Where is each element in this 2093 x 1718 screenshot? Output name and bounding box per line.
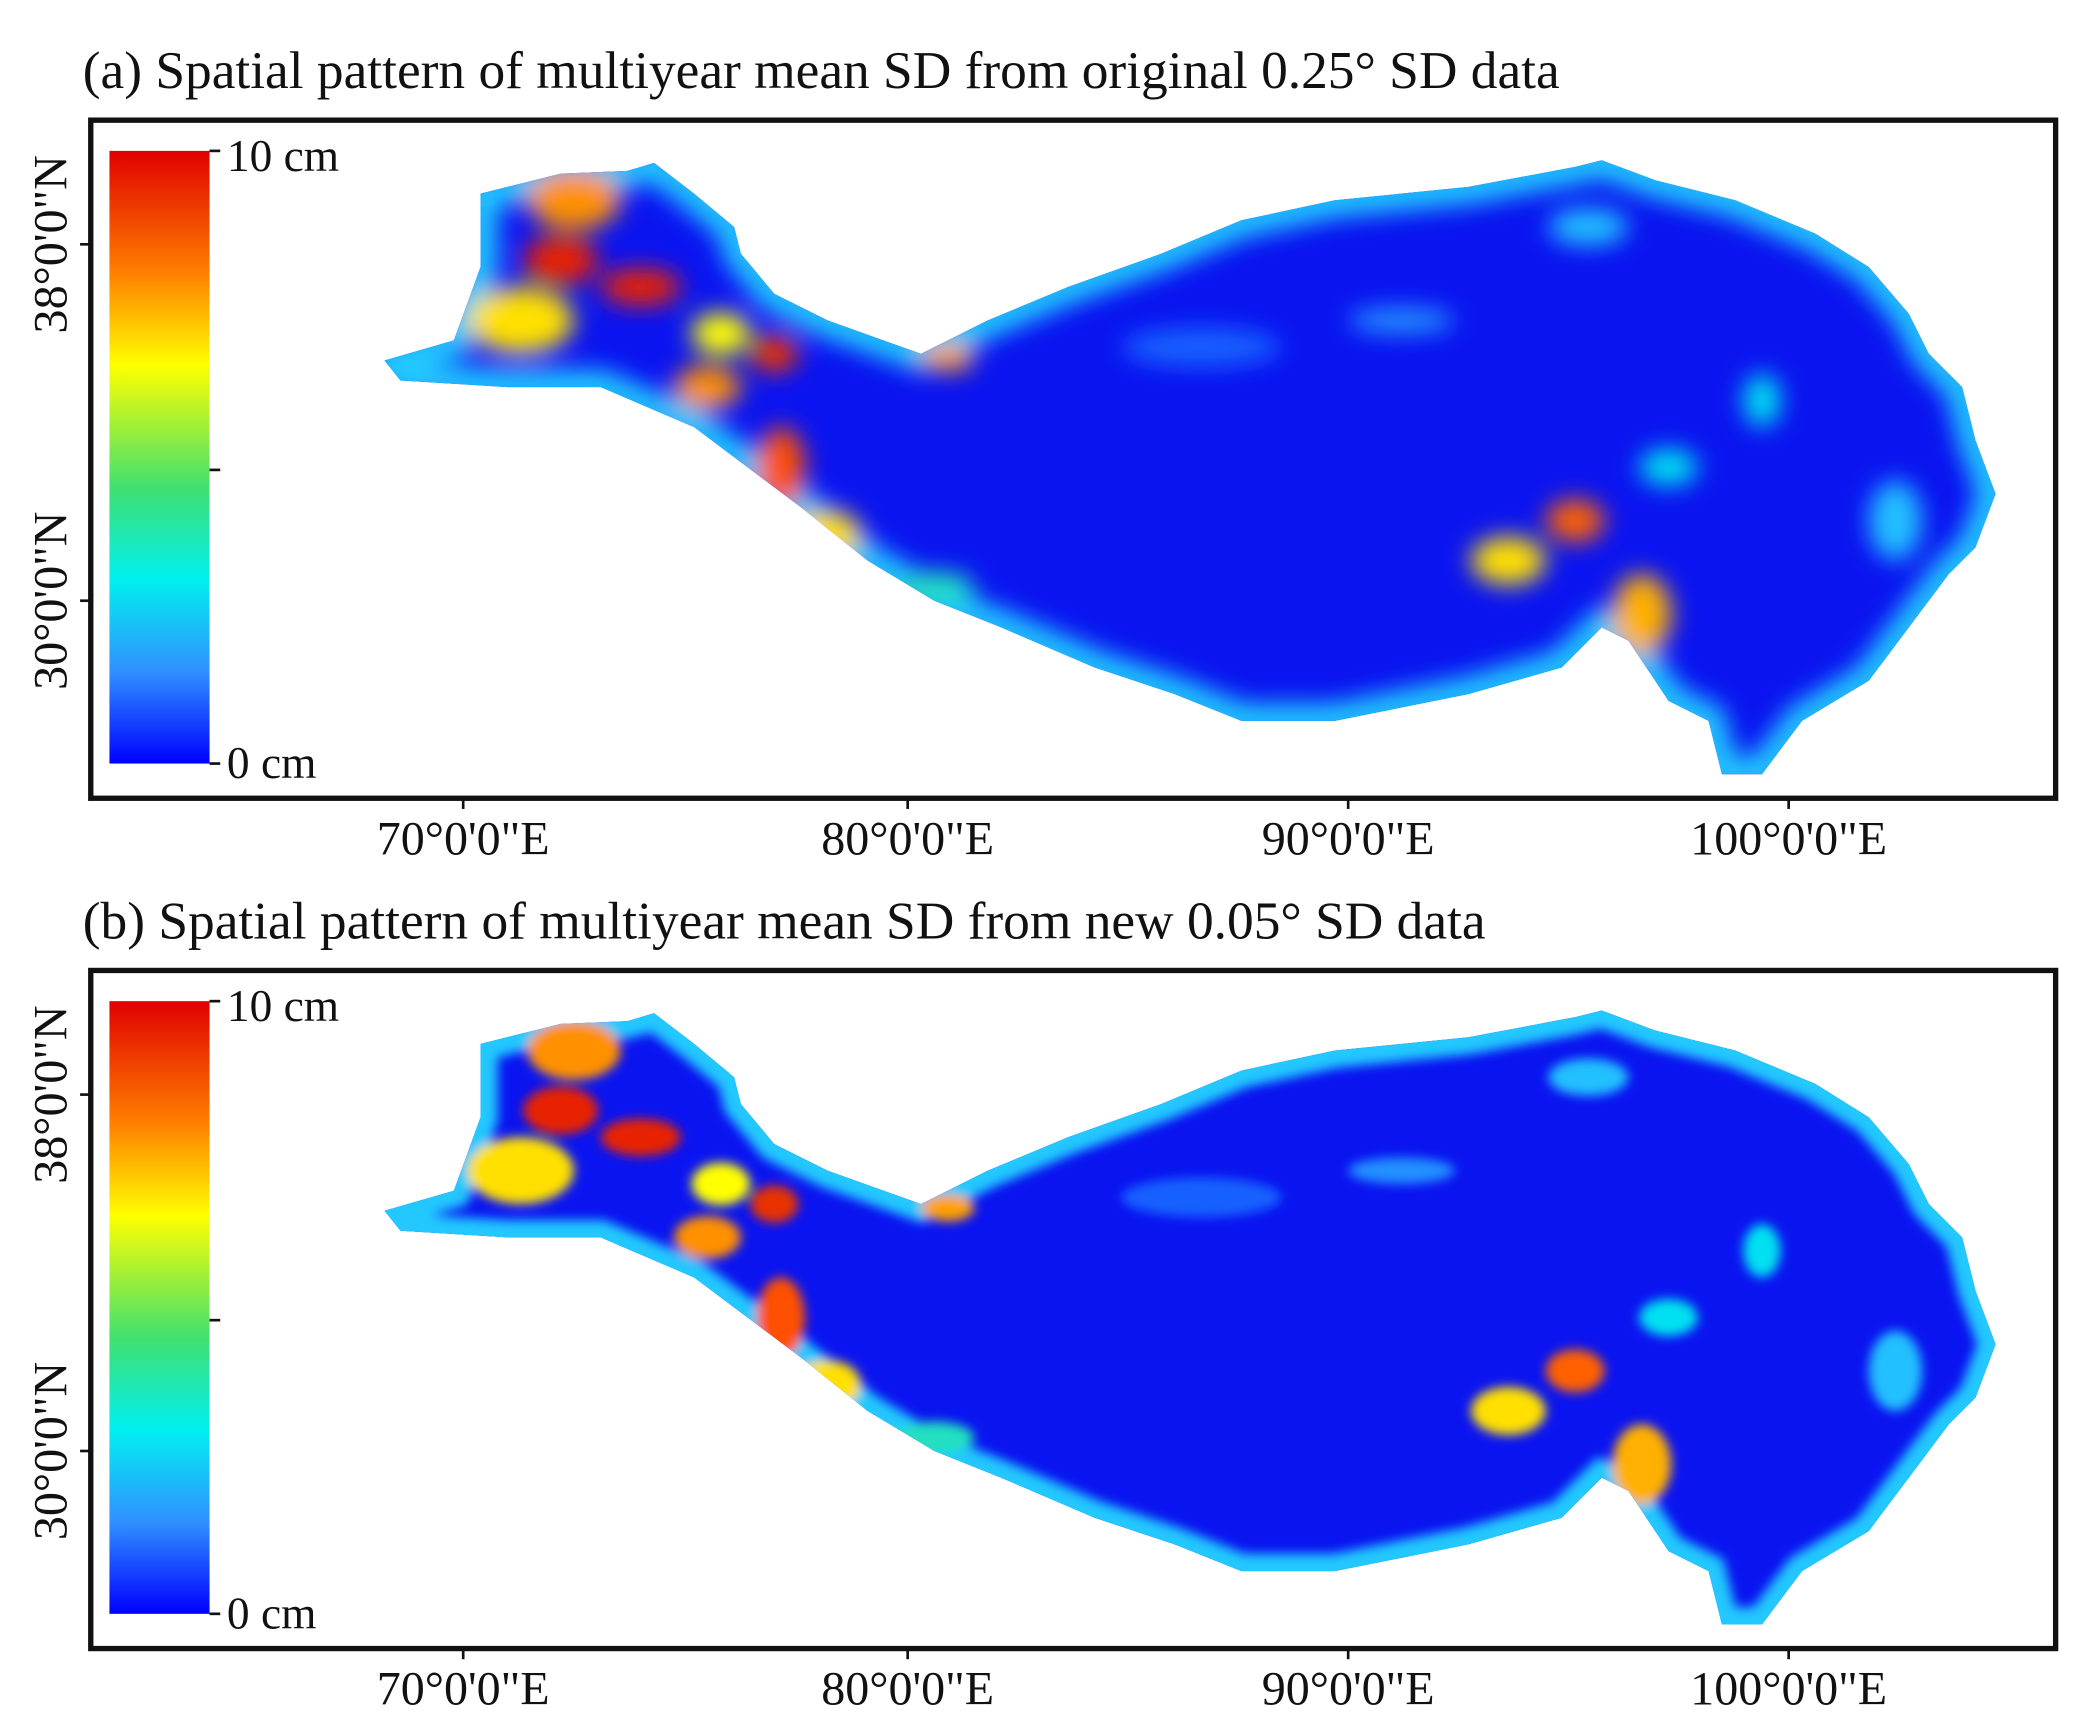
x-tick-label: 90°0'0"E xyxy=(1262,1663,1435,1716)
x-tick-label: 100°0'0"E xyxy=(1690,1663,1887,1716)
colorbar-min-label: 0 cm xyxy=(227,738,316,788)
map-panel: (a) Spatial pattern of multiyear mean SD… xyxy=(25,40,2059,865)
y-tick-label: 30°0'0"N xyxy=(25,1362,78,1540)
colorbar-max-label: 10 cm xyxy=(227,981,339,1031)
colorbar xyxy=(109,1001,210,1614)
x-tick-label: 80°0'0"E xyxy=(821,1663,994,1716)
x-tick-label: 70°0'0"E xyxy=(377,812,550,865)
map-panel: (b) Spatial pattern of multiyear mean SD… xyxy=(25,890,2059,1716)
x-tick-label: 100°0'0"E xyxy=(1690,812,1887,865)
colorbar xyxy=(109,150,210,764)
x-tick-label: 90°0'0"E xyxy=(1262,812,1435,865)
y-tick-label: 38°0'0"N xyxy=(25,1005,78,1183)
y-tick-label: 30°0'0"N xyxy=(25,512,78,690)
x-tick-label: 70°0'0"E xyxy=(377,1663,550,1716)
y-tick-label: 38°0'0"N xyxy=(25,155,78,333)
x-tick-label: 80°0'0"E xyxy=(821,812,994,865)
panel-title: (a) Spatial pattern of multiyear mean SD… xyxy=(83,40,1560,100)
colorbar-max-label: 10 cm xyxy=(227,131,339,181)
panel-title: (b) Spatial pattern of multiyear mean SD… xyxy=(83,890,1486,950)
colorbar-min-label: 0 cm xyxy=(227,1589,316,1639)
